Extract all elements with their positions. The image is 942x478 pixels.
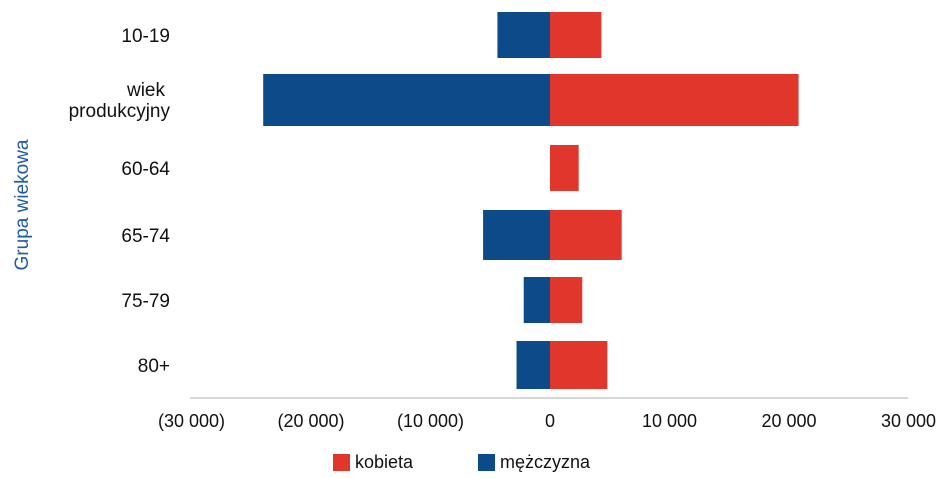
bar-mezczyzna-3 xyxy=(483,210,550,260)
bar-mezczyzna-4 xyxy=(523,277,550,323)
category-label: 65-74 xyxy=(121,226,170,247)
legend-label: kobieta xyxy=(355,452,414,472)
bar-mezczyzna-0 xyxy=(497,12,550,58)
bar-kobieta-3 xyxy=(550,210,622,260)
x-tick-label: (10 000) xyxy=(397,411,464,431)
legend-swatch xyxy=(333,454,350,471)
x-tick-label: (20 000) xyxy=(277,411,344,431)
category-label: 75-79 xyxy=(121,291,170,312)
bar-mezczyzna-5 xyxy=(516,341,550,389)
category-label: 60-64 xyxy=(121,159,170,180)
x-tick-label: 20 000 xyxy=(761,411,816,431)
x-tick-label: (30 000) xyxy=(158,411,225,431)
x-tick-labels: (30 000) (20 000) (10 000) 0 10 000 20 000 30 … xyxy=(158,411,936,431)
y-axis-title: Grupa wiekowa xyxy=(12,139,33,270)
bar-kobieta-1 xyxy=(550,74,799,126)
bar-kobieta-0 xyxy=(550,12,602,58)
x-tick-label: 30 000 xyxy=(881,411,936,431)
x-tick-label: 0 xyxy=(545,411,555,431)
bar-kobieta-5 xyxy=(550,341,608,389)
category-label: 80+ xyxy=(138,356,170,377)
bar-kobieta-2 xyxy=(550,145,579,191)
category-label: wiek produkcyjny xyxy=(69,80,171,122)
legend-label: mężczyzna xyxy=(500,452,591,472)
x-tick-label: 10 000 xyxy=(642,411,697,431)
legend: kobieta mężczyzna xyxy=(333,452,591,472)
category-labels: 10-19 wiek produkcyjny 60-64 65-74 75-79 80+ xyxy=(69,26,171,377)
bar-kobieta-4 xyxy=(550,277,583,323)
category-label: 10-19 xyxy=(121,26,170,47)
bars-group xyxy=(263,12,799,389)
legend-swatch xyxy=(478,454,495,471)
bar-mezczyzna-1 xyxy=(263,74,550,126)
